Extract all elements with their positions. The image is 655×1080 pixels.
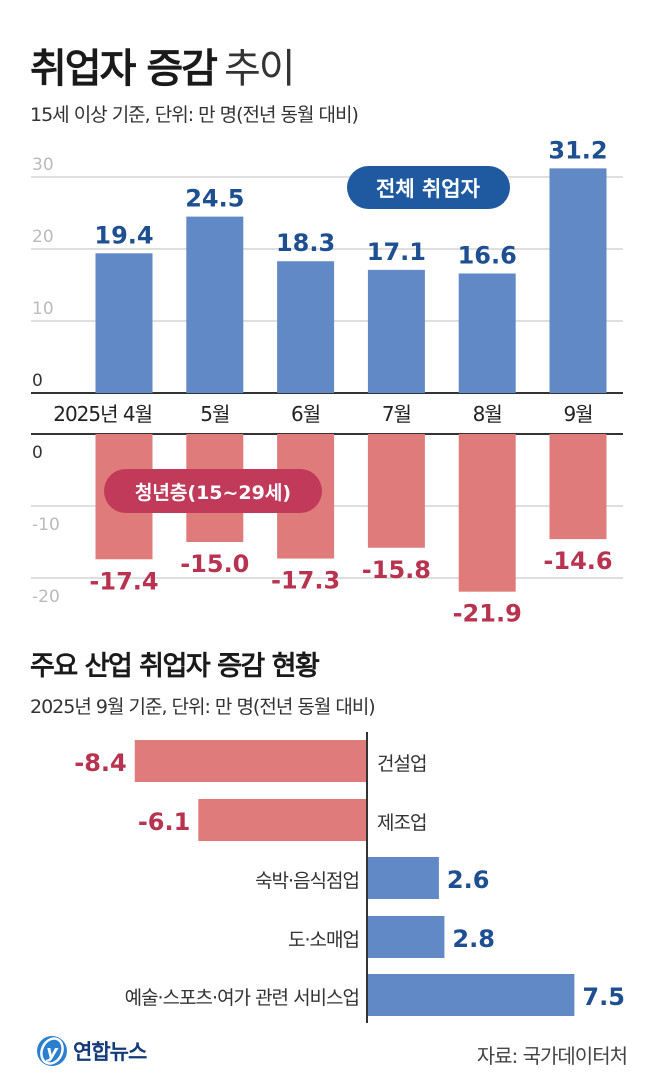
top-value-label: 16.6 — [458, 241, 517, 269]
month-label: 9월 — [563, 402, 592, 426]
top-bar — [549, 168, 607, 393]
industry-bar — [198, 799, 367, 841]
industry-value-label: -8.4 — [74, 749, 126, 777]
industry-value-label: 2.8 — [452, 925, 495, 953]
top-value-label: 18.3 — [276, 229, 335, 257]
legend-youth-pill: 청년층(15~29세) — [104, 469, 322, 513]
industry-bar — [367, 974, 575, 1016]
industry-category-label: 도·소매업 — [288, 929, 359, 951]
youth-value-label: -15.8 — [362, 556, 431, 584]
top-value-label: 24.5 — [185, 185, 244, 213]
title-light: 추이 — [223, 46, 296, 92]
top-bars — [95, 168, 607, 393]
youth-bar — [549, 434, 607, 540]
industry-bar — [367, 916, 445, 958]
month-label: 7월 — [382, 402, 411, 426]
top-bar — [186, 216, 244, 393]
youth-bars — [95, 434, 607, 592]
legend-total-label: 전체 취업자 — [376, 177, 481, 201]
legend-youth-label: 청년층(15~29세) — [135, 482, 291, 504]
youth-y-tick-label: 0 — [32, 443, 43, 463]
yonhap-logo: y 연합뉴스 — [35, 1034, 147, 1068]
industry-chart: -8.4 -6.1 2.6 2.8 7.5 건설업제조업숙박·음식점업도·소매업예술·스… — [74, 732, 625, 1023]
youth-bar — [367, 434, 425, 548]
industry-category-label: 제조업 — [377, 812, 426, 834]
youth-y-tick-label: -20 — [32, 587, 60, 607]
top-bar — [277, 261, 335, 393]
industry-category-label: 예술·스포츠·여가 관련 서비스업 — [125, 987, 359, 1009]
top-bar — [458, 273, 516, 393]
month-label: 6월 — [291, 402, 320, 426]
youth-y-tick-label: -10 — [32, 515, 60, 535]
industry-value-label: 2.6 — [447, 866, 490, 894]
top-y-tick-label: 0 — [32, 371, 43, 391]
month-label: 8월 — [473, 402, 502, 426]
youth-value-label: -17.3 — [271, 567, 340, 595]
industry-category-label: 숙박·음식점업 — [255, 870, 359, 892]
youth-value-labels: -17.4 -15.0 -17.3 -15.8 -21.9 -14.6 — [89, 547, 612, 628]
legend-youth-pill-bg — [104, 469, 322, 513]
industry-value-label: 7.5 — [582, 983, 625, 1011]
industry-value-label: -6.1 — [138, 808, 190, 836]
top-bar — [95, 253, 153, 393]
month-axis: 2025년 4월 5월 6월 7월 8월 9월 — [53, 402, 593, 426]
top-value-label: 31.2 — [548, 136, 607, 164]
logo-text: 연합뉴스 — [73, 1040, 147, 1064]
legend-total-pill: 전체 취업자 — [347, 166, 510, 209]
yonhap-logo-icon: y — [37, 1036, 67, 1066]
page-title: 취업자 증감 추이 — [30, 36, 296, 94]
youth-value-label: -17.4 — [89, 567, 158, 595]
industry-bars — [134, 740, 575, 1016]
top-y-tick-label: 20 — [32, 227, 54, 247]
industry-category-label: 건설업 — [377, 753, 426, 775]
youth-value-label: -15.0 — [180, 550, 249, 578]
youth-value-label: -21.9 — [453, 600, 522, 628]
industry-value-labels: -8.4 -6.1 2.6 2.8 7.5 — [74, 749, 625, 1011]
youth-y-ticks: 0 -10 -20 — [32, 443, 60, 607]
top-value-labels: 19.4 24.5 18.3 17.1 16.6 31.2 — [94, 136, 607, 269]
industry-bar — [367, 857, 439, 899]
legend-total-pill-bg — [347, 166, 510, 209]
top-value-label: 17.1 — [367, 238, 426, 266]
top-bar — [367, 269, 425, 393]
title-bold: 취업자 증감 — [30, 46, 218, 92]
top-y-tick-label: 30 — [32, 155, 54, 175]
youth-bar — [458, 434, 516, 592]
youth-value-label: -14.6 — [543, 547, 612, 575]
section-subtitle: 2025년 9월 기준, 단위: 만 명(전년 동월 대비) — [30, 696, 376, 718]
svg-text:y: y — [46, 1042, 59, 1063]
industry-bar — [134, 740, 367, 782]
top-y-tick-label: 10 — [32, 299, 54, 319]
top-y-ticks: 0 10 20 30 — [32, 155, 54, 391]
month-label: 2025년 4월 — [53, 402, 152, 426]
section-title: 주요 산업 취업자 증감 현황 — [30, 651, 320, 682]
top-value-label: 19.4 — [94, 221, 153, 249]
month-label: 5월 — [200, 402, 229, 426]
source-note: 자료: 국가데이터처 — [476, 1044, 628, 1068]
page-subtitle: 15세 이상 기준, 단위: 만 명(전년 동월 대비) — [30, 104, 359, 126]
